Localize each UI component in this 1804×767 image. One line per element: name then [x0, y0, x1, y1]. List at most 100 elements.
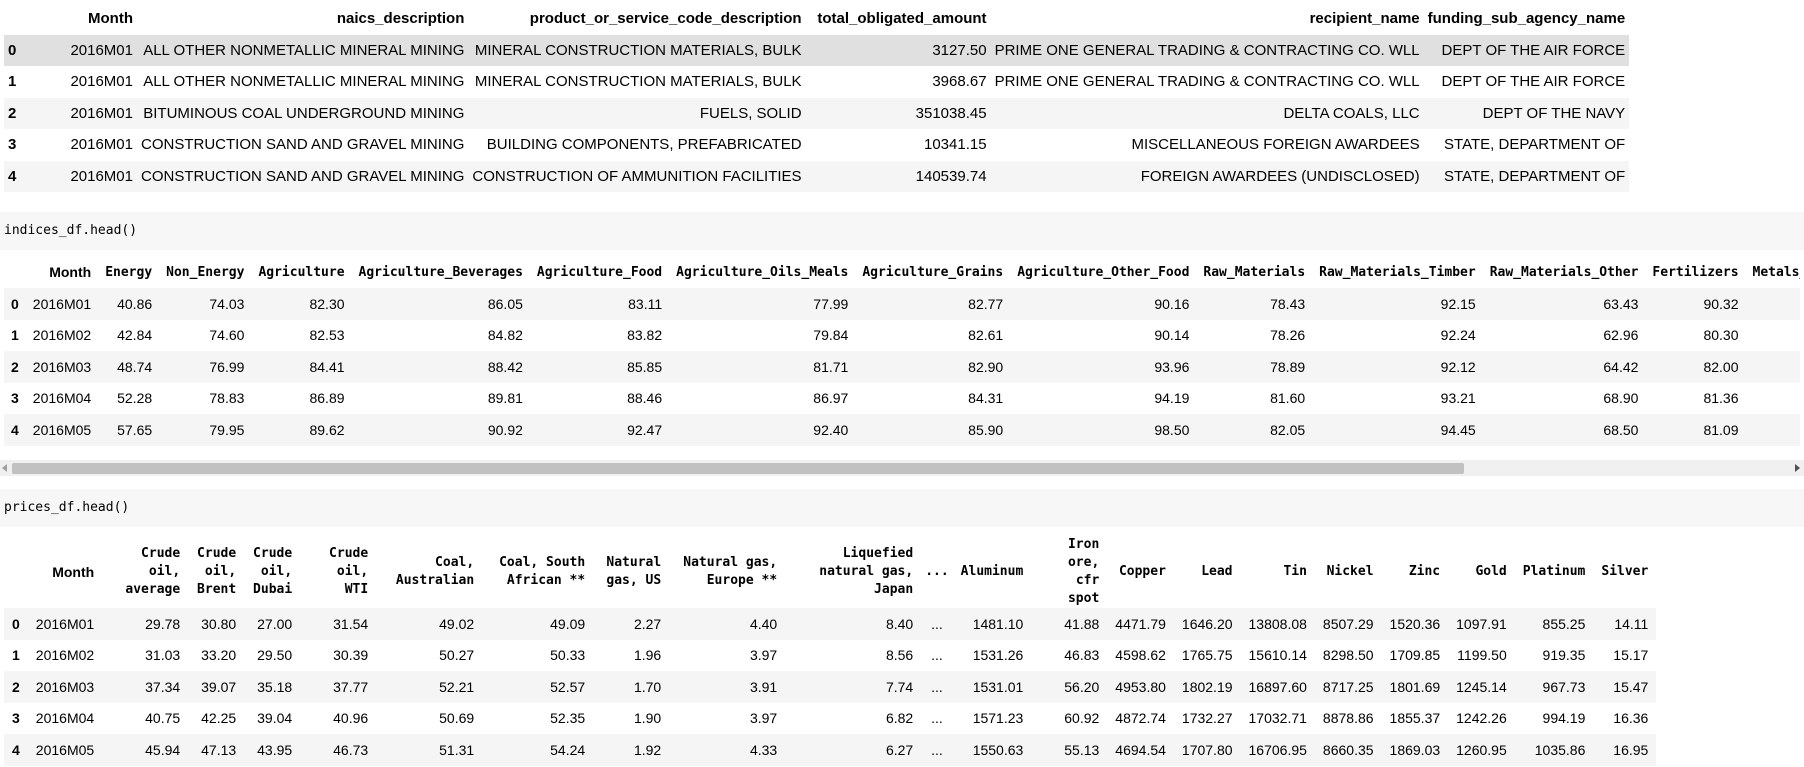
table-cell: 46.73 — [300, 734, 377, 766]
table-cell: 140539.74 — [805, 160, 991, 192]
table-cell: 74.60 — [209, 327, 245, 344]
table-cell: 8660.35 — [1314, 734, 1382, 766]
table-cell: 78.89 — [1196, 351, 1313, 383]
table-row: 0 2016M01 40.86 74.03 82.30 86.05 83.11 … — [4, 288, 1800, 320]
table-cell: 92.40 — [669, 414, 856, 446]
table-cell: 7.74 — [785, 671, 922, 703]
table-cell: 2016M02 — [32, 327, 92, 344]
table-cell: 1481.10 — [952, 608, 1032, 640]
table-cell: 2016M01 — [70, 73, 133, 91]
table-cell: ALL OTHER NONMETALLIC MINERAL MINING — [143, 73, 465, 91]
table-row: 1 2016M02 31.03 33.20 29.50 30.39 50.27 … — [4, 640, 1656, 672]
column-header: Aluminum — [960, 564, 1024, 579]
table-cell: 81.09 — [1645, 414, 1746, 446]
row-index: 3 — [12, 710, 20, 727]
table-cell: 82.61 — [968, 327, 1004, 344]
table-cell: 92.12 — [1312, 351, 1483, 383]
table-cell: 84.31 — [968, 390, 1004, 407]
table-cell: PRIME ONE GENERAL TRADING & CONTRACTING … — [994, 73, 1420, 91]
table-cell: 62.96 — [1603, 327, 1639, 344]
table-cell: 60.92 — [1064, 710, 1100, 727]
table-cell: 64.42 — [1482, 351, 1646, 383]
table-cell: ALL OTHER NONMETALLIC MINERAL MINING — [137, 34, 469, 66]
table-cell: 8878.86 — [1322, 710, 1374, 727]
table-cell: 2016M04 — [32, 390, 92, 407]
table-cell: 40.96 — [333, 710, 369, 727]
row-index: 2 — [4, 351, 26, 383]
table-cell: MINERAL CONSTRUCTION MATERIALS, BULK — [474, 73, 802, 91]
column-header: Crude oil, Dubai — [253, 546, 293, 597]
row-index: 4 — [4, 414, 26, 446]
table-cell: 31.03 — [145, 647, 181, 664]
column-header-month: Month — [52, 564, 95, 580]
table-cell: DEPT OF THE AIR FORCE — [1441, 73, 1626, 91]
prices-table-container: Month Crude oil, average Crude oil, Bren… — [4, 536, 1804, 767]
row-index: 4 — [4, 734, 28, 766]
table-cell: 49.02 — [376, 608, 483, 640]
table-cell: 52.28 — [117, 390, 153, 407]
table-cell: 16.95 — [1593, 734, 1657, 766]
table-cell: 2016M01 — [25, 288, 99, 320]
table-cell: MISCELLANEOUS FOREIGN AWARDEES — [1131, 136, 1420, 154]
table-cell: 83.11 — [529, 288, 670, 320]
scroll-left-arrow-icon[interactable] — [2, 464, 7, 472]
table-cell: 6.82 — [885, 710, 914, 727]
table-cell: 919.35 — [1542, 647, 1586, 664]
table-cell: FOREIGN AWARDEES (UNDISCLOSED) — [990, 160, 1424, 192]
table-cell: CONSTRUCTION OF AMMUNITION FACILITIES — [468, 160, 806, 192]
scroll-right-arrow-icon[interactable] — [1795, 464, 1800, 472]
table-cell: 82.05 — [1196, 414, 1313, 446]
horizontal-scrollbar[interactable] — [0, 460, 1804, 476]
scrollbar-thumb[interactable] — [12, 463, 1464, 474]
table-cell: 994.19 — [1542, 710, 1586, 727]
row-index: 0 — [4, 608, 28, 640]
table-cell: 3127.50 — [805, 34, 991, 66]
table-cell: BITUMINOUS COAL UNDERGROUND MINING — [137, 97, 469, 129]
table-cell: 42.25 — [201, 710, 237, 727]
table-row: 0 2016M01 29.78 30.80 27.00 31.54 49.02 … — [4, 608, 1657, 640]
table-row: 1 2016M01 ALL OTHER NONMETALLIC MINERAL … — [4, 66, 1629, 98]
code-cell-prices[interactable]: prices_df.head() — [0, 489, 1804, 527]
table-cell: 1709.85 — [1389, 647, 1441, 664]
table-cell: 86.89 — [309, 390, 345, 407]
column-header-month: Month — [49, 264, 92, 280]
code-text[interactable]: indices_df.head() — [4, 223, 138, 238]
indices-table-scroll-container[interactable]: Month Energy Non_Energy Agriculture Agri… — [4, 256, 1800, 450]
table-cell: 79.95 — [159, 414, 252, 446]
table-cell: 1242.26 — [1456, 710, 1507, 727]
table-cell: 48.74 — [98, 351, 160, 383]
code-text[interactable]: prices_df.head() — [4, 500, 130, 515]
table-cell: 52.57 — [482, 671, 594, 703]
table-cell: 1199.50 — [1457, 647, 1507, 664]
table-cell: 88.46 — [627, 390, 663, 407]
table-cell: 39.07 — [188, 671, 245, 703]
table-cell: 77.99 — [669, 288, 856, 320]
table-cell: 29.78 — [102, 608, 189, 640]
table-row: 2 2016M03 48.74 76.99 84.41 88.42 85.85 … — [4, 351, 1800, 383]
table-cell: 8298.50 — [1322, 647, 1374, 664]
column-header: Zinc — [1408, 564, 1441, 579]
column-header: Agriculture_Oils_Meals — [676, 264, 849, 280]
table-cell-ellipsis: ... — [921, 734, 953, 766]
table-cell: 1869.03 — [1381, 734, 1449, 766]
table-cell: 27.00 — [244, 608, 301, 640]
table-cell: BUILDING COMPONENTS, PREFABRICATED — [486, 136, 802, 154]
column-header: Copper — [1118, 564, 1166, 579]
table-cell: STATE, DEPARTMENT OF — [1444, 136, 1626, 154]
column-header: Silver — [1601, 564, 1649, 579]
table-row: 4 2016M05 57.65 79.95 89.62 90.92 92.47 … — [4, 414, 1800, 446]
table-cell: CONSTRUCTION SAND AND GRAVEL MINING — [141, 136, 465, 154]
table-cell: 17032.71 — [1248, 710, 1307, 727]
column-header: Non_Energy — [166, 264, 245, 280]
table-cell: 3968.67 — [932, 73, 987, 91]
column-header: Iron ore, cfr spot — [1067, 537, 1100, 606]
table-cell: 15.17 — [1613, 647, 1649, 664]
table-cell: 855.25 — [1514, 608, 1594, 640]
table-cell: 89.81 — [487, 390, 523, 407]
table-cell: 98.50 — [1010, 414, 1197, 446]
code-cell-indices[interactable]: indices_df.head() — [0, 212, 1804, 250]
table-cell: 2016M05 — [27, 734, 103, 766]
table-cell: 92.47 — [529, 414, 670, 446]
table-cell: 1531.26 — [972, 647, 1024, 664]
table-cell: 351038.45 — [805, 97, 991, 129]
